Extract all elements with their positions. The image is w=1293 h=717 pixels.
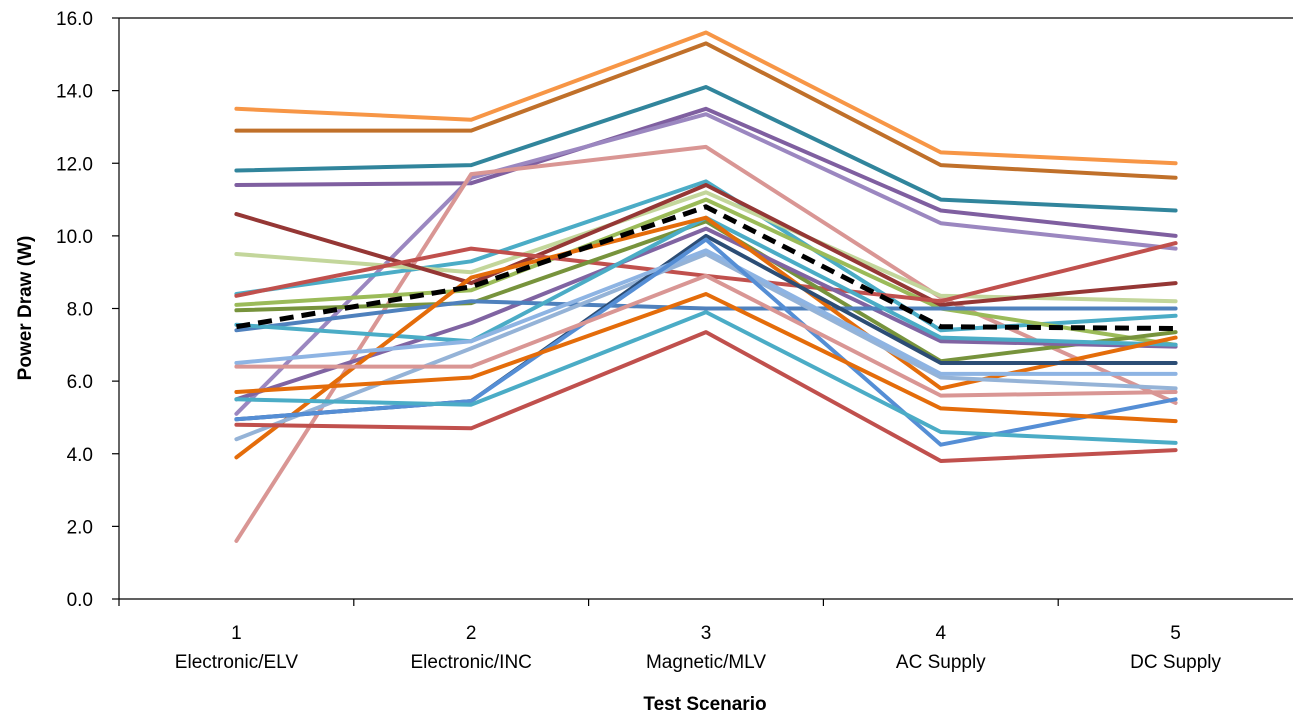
series-line <box>234 237 1178 447</box>
series-line <box>234 179 1178 333</box>
y-axis-title: Power Draw (W) <box>15 236 36 381</box>
series-line <box>234 252 1178 442</box>
y-tick-label: 12.0 <box>56 154 93 175</box>
y-tick-label: 2.0 <box>67 517 93 538</box>
x-axis-title: Test Scenario <box>643 694 766 715</box>
series-line <box>234 197 1178 347</box>
x-tick-label: Electronic/ELV <box>175 652 299 673</box>
x-tick-label: AC Supply <box>896 652 986 673</box>
series-line <box>234 215 1178 460</box>
series-line <box>234 41 1178 180</box>
series-line <box>234 330 1178 463</box>
y-tick-label: 4.0 <box>67 445 93 466</box>
chart-labels: 0.0 2.0 4.0 6.0 8.0 10.0 12.0 14.0 16.0 1 Electron… <box>56 9 1221 673</box>
series-line <box>234 310 1178 445</box>
series-line <box>234 248 1178 376</box>
x-tick-number: 1 <box>231 623 242 644</box>
y-tick-label: 10.0 <box>56 227 93 248</box>
x-tick-number: 5 <box>1170 623 1181 644</box>
series-line <box>234 183 1178 307</box>
chart-series <box>234 30 1178 543</box>
series-line <box>234 292 1178 424</box>
series-line <box>234 112 1178 416</box>
y-tick-label: 14.0 <box>56 82 93 103</box>
x-tick-label: DC Supply <box>1130 652 1221 673</box>
y-tick-label: 16.0 <box>56 9 93 30</box>
x-tick-label: Electronic/INC <box>410 652 531 673</box>
series-line <box>234 219 1178 364</box>
x-tick-label: Magnetic/MLV <box>646 652 766 673</box>
y-tick-label: 6.0 <box>67 372 93 393</box>
series-line <box>234 30 1178 166</box>
series-line <box>234 273 1178 398</box>
y-tick-label: 8.0 <box>67 300 93 321</box>
series-line <box>234 85 1178 213</box>
series-line <box>234 106 1178 238</box>
y-tick-label: 0.0 <box>67 590 93 611</box>
x-tick-number: 3 <box>701 623 712 644</box>
series-line-average <box>235 204 1176 331</box>
x-tick-number: 4 <box>936 623 947 644</box>
series-line <box>234 299 1178 333</box>
x-tick-number: 2 <box>466 623 477 644</box>
chart-axes <box>112 17 1293 606</box>
